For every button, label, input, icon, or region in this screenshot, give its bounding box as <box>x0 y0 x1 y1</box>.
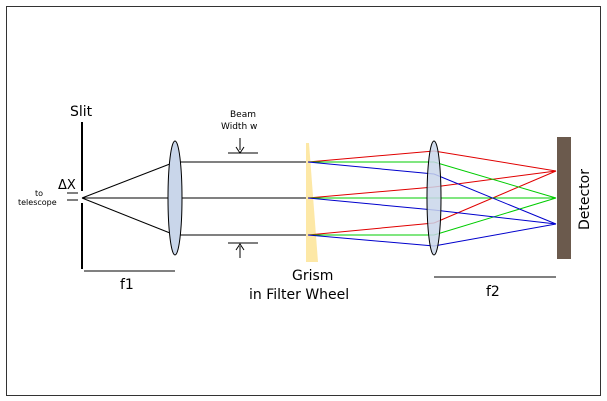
detector <box>557 137 571 259</box>
ray-red-6 <box>433 170 557 224</box>
grism-label-1: Grism <box>292 268 333 284</box>
ray-red-3 <box>307 222 435 236</box>
ray-red-2 <box>307 186 435 199</box>
ray-slit-upper <box>81 161 176 199</box>
collimator-lens <box>167 140 183 256</box>
ray-blue-6 <box>433 223 557 247</box>
slit-label: Slit <box>70 104 93 120</box>
ray-blue-4 <box>433 173 557 225</box>
grism <box>306 143 318 262</box>
camera-lens <box>426 140 442 256</box>
delta-x-label: ΔX <box>58 178 76 193</box>
diagram-frame <box>6 6 601 396</box>
ray-red-5 <box>433 170 557 188</box>
beam-width-label-2: Width w <box>221 122 257 132</box>
ray-blue-3 <box>307 234 435 247</box>
grism-label-2: in Filter Wheel <box>249 287 349 303</box>
to-telescope-label-2: telescope <box>18 198 57 207</box>
ray-blue-5 <box>433 209 557 225</box>
to-telescope-label-1: to <box>35 189 43 198</box>
f2-label: f2 <box>486 284 500 300</box>
ray-red-1 <box>307 150 435 163</box>
beam-width-arrow-bottom-head <box>235 243 245 251</box>
ray-red-4 <box>433 150 557 172</box>
ray-slit-lower <box>81 197 176 236</box>
ray-blue-1 <box>307 161 435 175</box>
ray-green-4 <box>433 161 557 199</box>
beam-width-label-1: Beam <box>230 110 256 120</box>
ray-blue-2 <box>307 197 435 211</box>
detector-label: Detector <box>577 169 593 230</box>
f1-label: f1 <box>120 277 134 293</box>
